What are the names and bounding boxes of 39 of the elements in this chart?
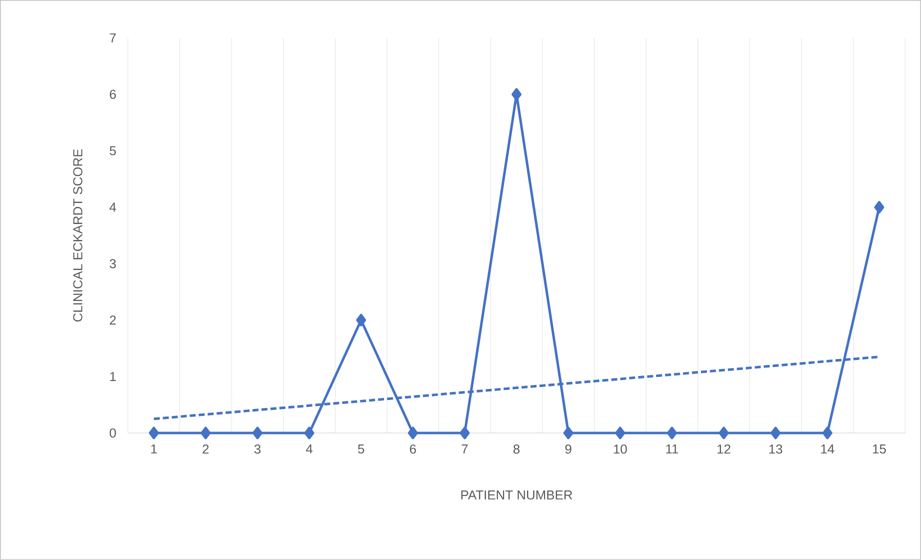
x-tick-label: 2 — [202, 444, 209, 454]
x-tick-label: 13 — [769, 444, 782, 454]
y-tick-label: 7 — [110, 33, 116, 42]
x-tick-label: 11 — [666, 444, 678, 454]
point — [770, 426, 781, 440]
point — [615, 426, 626, 440]
x-tick-label: 9 — [565, 444, 572, 454]
x-tick-label: 8 — [513, 444, 520, 454]
y-tick-label: 6 — [110, 90, 116, 99]
point — [874, 201, 884, 214]
x-tick-label: 12 — [718, 444, 730, 454]
y-tick-label: 2 — [110, 316, 116, 325]
point — [408, 426, 418, 440]
x-tick-label: 10 — [614, 444, 627, 454]
y-tick-label: 5 — [110, 146, 116, 156]
point — [460, 426, 470, 440]
x-tick-label: 3 — [254, 444, 261, 454]
point — [666, 426, 677, 440]
point — [356, 314, 366, 326]
point — [252, 426, 262, 440]
point — [718, 426, 729, 440]
x-axis-title: PATIENT NUMBER — [461, 490, 572, 500]
x-tick-label: 15 — [872, 444, 886, 454]
y-axis-title: CLINICAL ECKARDT SCORE — [73, 149, 82, 322]
x-tick-label: 7 — [462, 444, 468, 454]
x-tick-label: 6 — [410, 444, 416, 454]
y-tick-label: 0 — [110, 428, 116, 438]
point — [200, 426, 211, 440]
y-tick-label: 4 — [110, 202, 116, 212]
point — [822, 426, 832, 440]
y-tick-label: 3 — [110, 259, 116, 268]
x-tick-label: 4 — [306, 444, 313, 454]
point — [304, 426, 314, 440]
x-tick-label: 1 — [151, 444, 157, 454]
point — [563, 426, 574, 440]
x-tick-label: 14 — [821, 444, 834, 454]
x-tick-label: 5 — [358, 444, 364, 454]
point — [148, 426, 159, 440]
y-tick-label: 1 — [110, 372, 116, 382]
